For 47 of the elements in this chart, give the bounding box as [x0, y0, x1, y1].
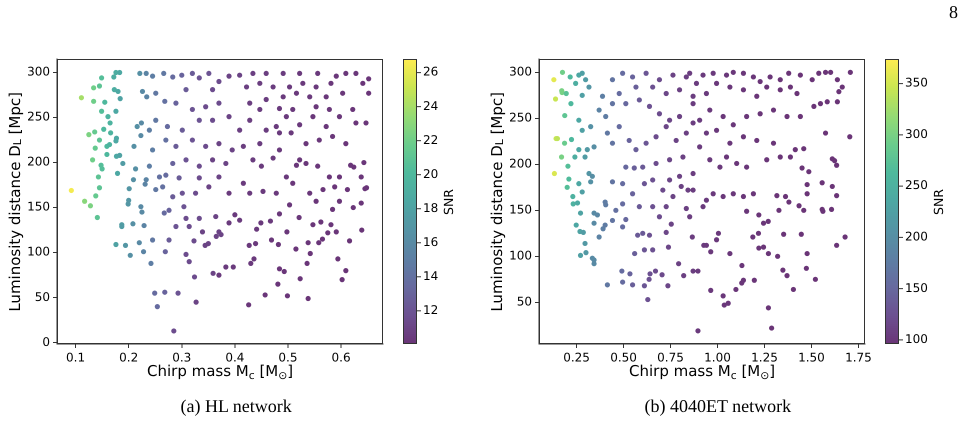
x-tick-label: 0.2	[119, 350, 138, 364]
color-bar-label: 250	[905, 178, 928, 192]
x-tick-label: 0.25	[563, 350, 590, 364]
y-tick-label: 200	[509, 156, 532, 170]
color-bar-label: 300	[905, 126, 928, 141]
y-tick-label: 250	[27, 110, 50, 124]
color-bar-title: SNR	[441, 188, 456, 214]
color-bar-label: 18	[423, 200, 438, 215]
y-tick-label: 50	[34, 290, 50, 304]
color-bar-label: 150	[905, 280, 928, 295]
y-tick-label: 250	[509, 110, 532, 124]
x-tick-label: 0.3	[172, 350, 192, 364]
y-tick-label: 300	[509, 64, 532, 78]
color-bar-label: 14	[423, 268, 438, 283]
y-tick-label: 0	[42, 334, 50, 349]
y-tick-label: 50	[516, 294, 532, 308]
color-bar-label: 22	[423, 132, 438, 147]
x-tick-label: 1.00	[704, 350, 731, 364]
x-tick-label: 0.50	[610, 350, 637, 364]
color-bar-label: 350	[905, 76, 928, 90]
text: 8	[949, 2, 958, 24]
color-bar-label: 20	[423, 166, 438, 181]
color-bar-label: 26	[423, 64, 438, 79]
text: (b) 4040ET network	[644, 396, 792, 418]
x-tick-label: 1.50	[798, 350, 825, 364]
color-bar-label: 24	[423, 98, 438, 113]
y-tick-label: 100	[509, 248, 532, 262]
color-bar-title: SNR	[930, 188, 946, 214]
y-tick-label: 300	[27, 64, 50, 79]
x-tick-label: 1.25	[751, 350, 778, 364]
x-tick-label: 0.1	[66, 350, 86, 364]
color-bar-label: 100	[905, 332, 928, 346]
y-tick-label: 200	[27, 154, 50, 169]
y-tick-label: 150	[509, 202, 532, 216]
x-tick-label: 0.75	[657, 350, 684, 364]
color-bar-label: 12	[423, 302, 438, 317]
x-tick-label: 0.6	[332, 350, 351, 364]
y-tick-label: 100	[27, 244, 50, 259]
x-tick-label: 1.75	[845, 350, 872, 364]
x-axis-title: Chirp mass M$_{c}$ [M$_{⊙}$]	[629, 362, 776, 382]
color-bar-label: 16	[423, 234, 438, 249]
text: (a) HL network	[180, 396, 292, 418]
x-tick-label: 0.4	[225, 350, 244, 364]
color-bar-label: 200	[905, 230, 928, 244]
x-axis-title: Chirp mass M$_{c}$ [M$_{⊙}$]	[147, 362, 294, 382]
y-tick-label: 150	[27, 200, 50, 214]
x-tick-label: 0.5	[278, 350, 298, 364]
